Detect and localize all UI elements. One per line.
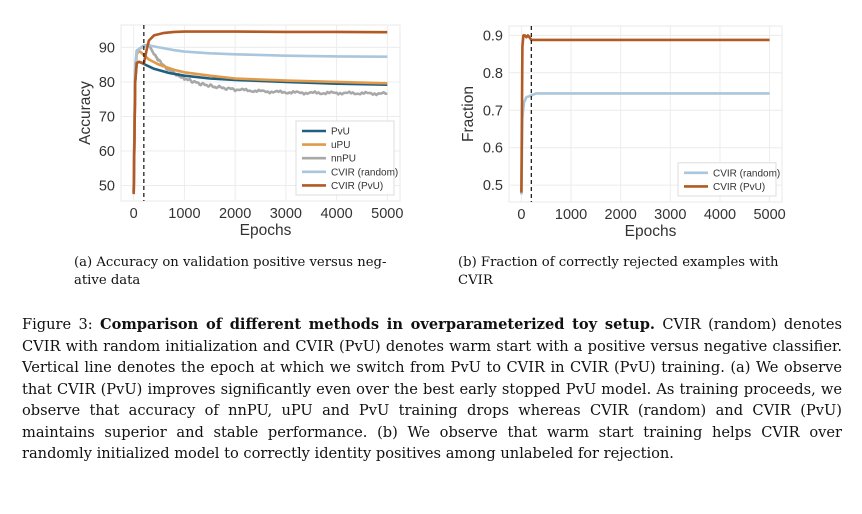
y-tick-label: 60 — [99, 144, 115, 160]
caption-body: CVIR (random) denotes CVIR with random i… — [22, 316, 842, 462]
subcaption-b: (b) Fraction of correctly rejected examp… — [458, 254, 803, 290]
series-line-cvir-pvu — [520, 34, 770, 193]
x-tick-label: 1000 — [555, 207, 587, 223]
caption-label: Figure 3: — [22, 316, 93, 333]
legend-label: nnPU — [331, 154, 356, 165]
accuracy-chart-svg: 0 1000 2000 3000 4000 5000 50 60 70 80 90 Epochs Acc… — [77, 24, 403, 239]
subcaption-b-line2: CVIR — [458, 273, 493, 288]
x-tick-label: 0 — [130, 206, 138, 222]
x-axis-label: Epochs — [625, 223, 677, 240]
caption-title: Comparison of different methods in overp… — [99, 316, 656, 333]
legend-label: CVIR (PvU) — [713, 182, 765, 193]
x-tick-label: 4000 — [704, 207, 736, 223]
subcaption-a-line1: (a) Accuracy on validation positive vers… — [74, 255, 387, 270]
x-tick-label: 3000 — [654, 207, 686, 223]
legend-label: CVIR (PvU) — [331, 181, 383, 192]
y-tick-label: 50 — [99, 178, 115, 194]
accuracy-chart: 0 1000 2000 3000 4000 5000 50 60 70 80 90 Epochs Acc… — [60, 14, 410, 244]
x-tick-label: 3000 — [270, 206, 302, 222]
legend-label: CVIR (random) — [331, 167, 398, 178]
series-line-cvir-pvu — [132, 30, 388, 195]
x-tick-label: 5000 — [753, 207, 785, 223]
fraction-chart-svg: 0 1000 2000 3000 4000 5000 0.5 0.6 0.7 0.8 0.9 Epoc… — [460, 25, 786, 240]
fraction-chart: 0 1000 2000 3000 4000 5000 0.5 0.6 0.7 0.8 0.9 Epoc… — [448, 14, 798, 244]
subcaption-a-line2: ative data — [74, 273, 141, 288]
series-line-cvir-random — [132, 44, 388, 193]
x-tick-label: 5000 — [371, 206, 403, 222]
y-axis-label: Fraction — [460, 86, 477, 142]
x-tick-label: 0 — [517, 207, 525, 223]
y-axis-label: Accuracy — [77, 81, 94, 145]
subcaption-a: (a) Accuracy on validation positive vers… — [74, 254, 414, 290]
subcaption-b-line1: (b) Fraction of correctly rejected examp… — [458, 255, 779, 270]
y-tick-label: 0.6 — [483, 141, 503, 157]
x-tick-label: 2000 — [219, 206, 251, 222]
legend-label: PvU — [331, 127, 350, 138]
y-tick-label: 0.5 — [483, 178, 503, 194]
legend-box — [677, 162, 777, 197]
y-tick-label: 0.9 — [483, 28, 503, 44]
y-tick-label: 70 — [99, 109, 115, 125]
x-tick-label: 1000 — [168, 206, 200, 222]
legend-label: CVIR (random) — [713, 168, 780, 179]
y-tick-label: 0.8 — [483, 66, 503, 82]
series-line-cvir-random — [520, 92, 770, 195]
x-tick-label: 4000 — [320, 206, 352, 222]
x-tick-label: 2000 — [605, 207, 637, 223]
x-axis-label: Epochs — [240, 222, 292, 239]
legend-label: uPU — [331, 140, 350, 151]
y-tick-label: 80 — [99, 75, 115, 91]
figure-caption: Figure 3: Comparison of different method… — [22, 314, 842, 465]
y-tick-label: 90 — [99, 40, 115, 56]
y-tick-label: 0.7 — [483, 103, 503, 119]
